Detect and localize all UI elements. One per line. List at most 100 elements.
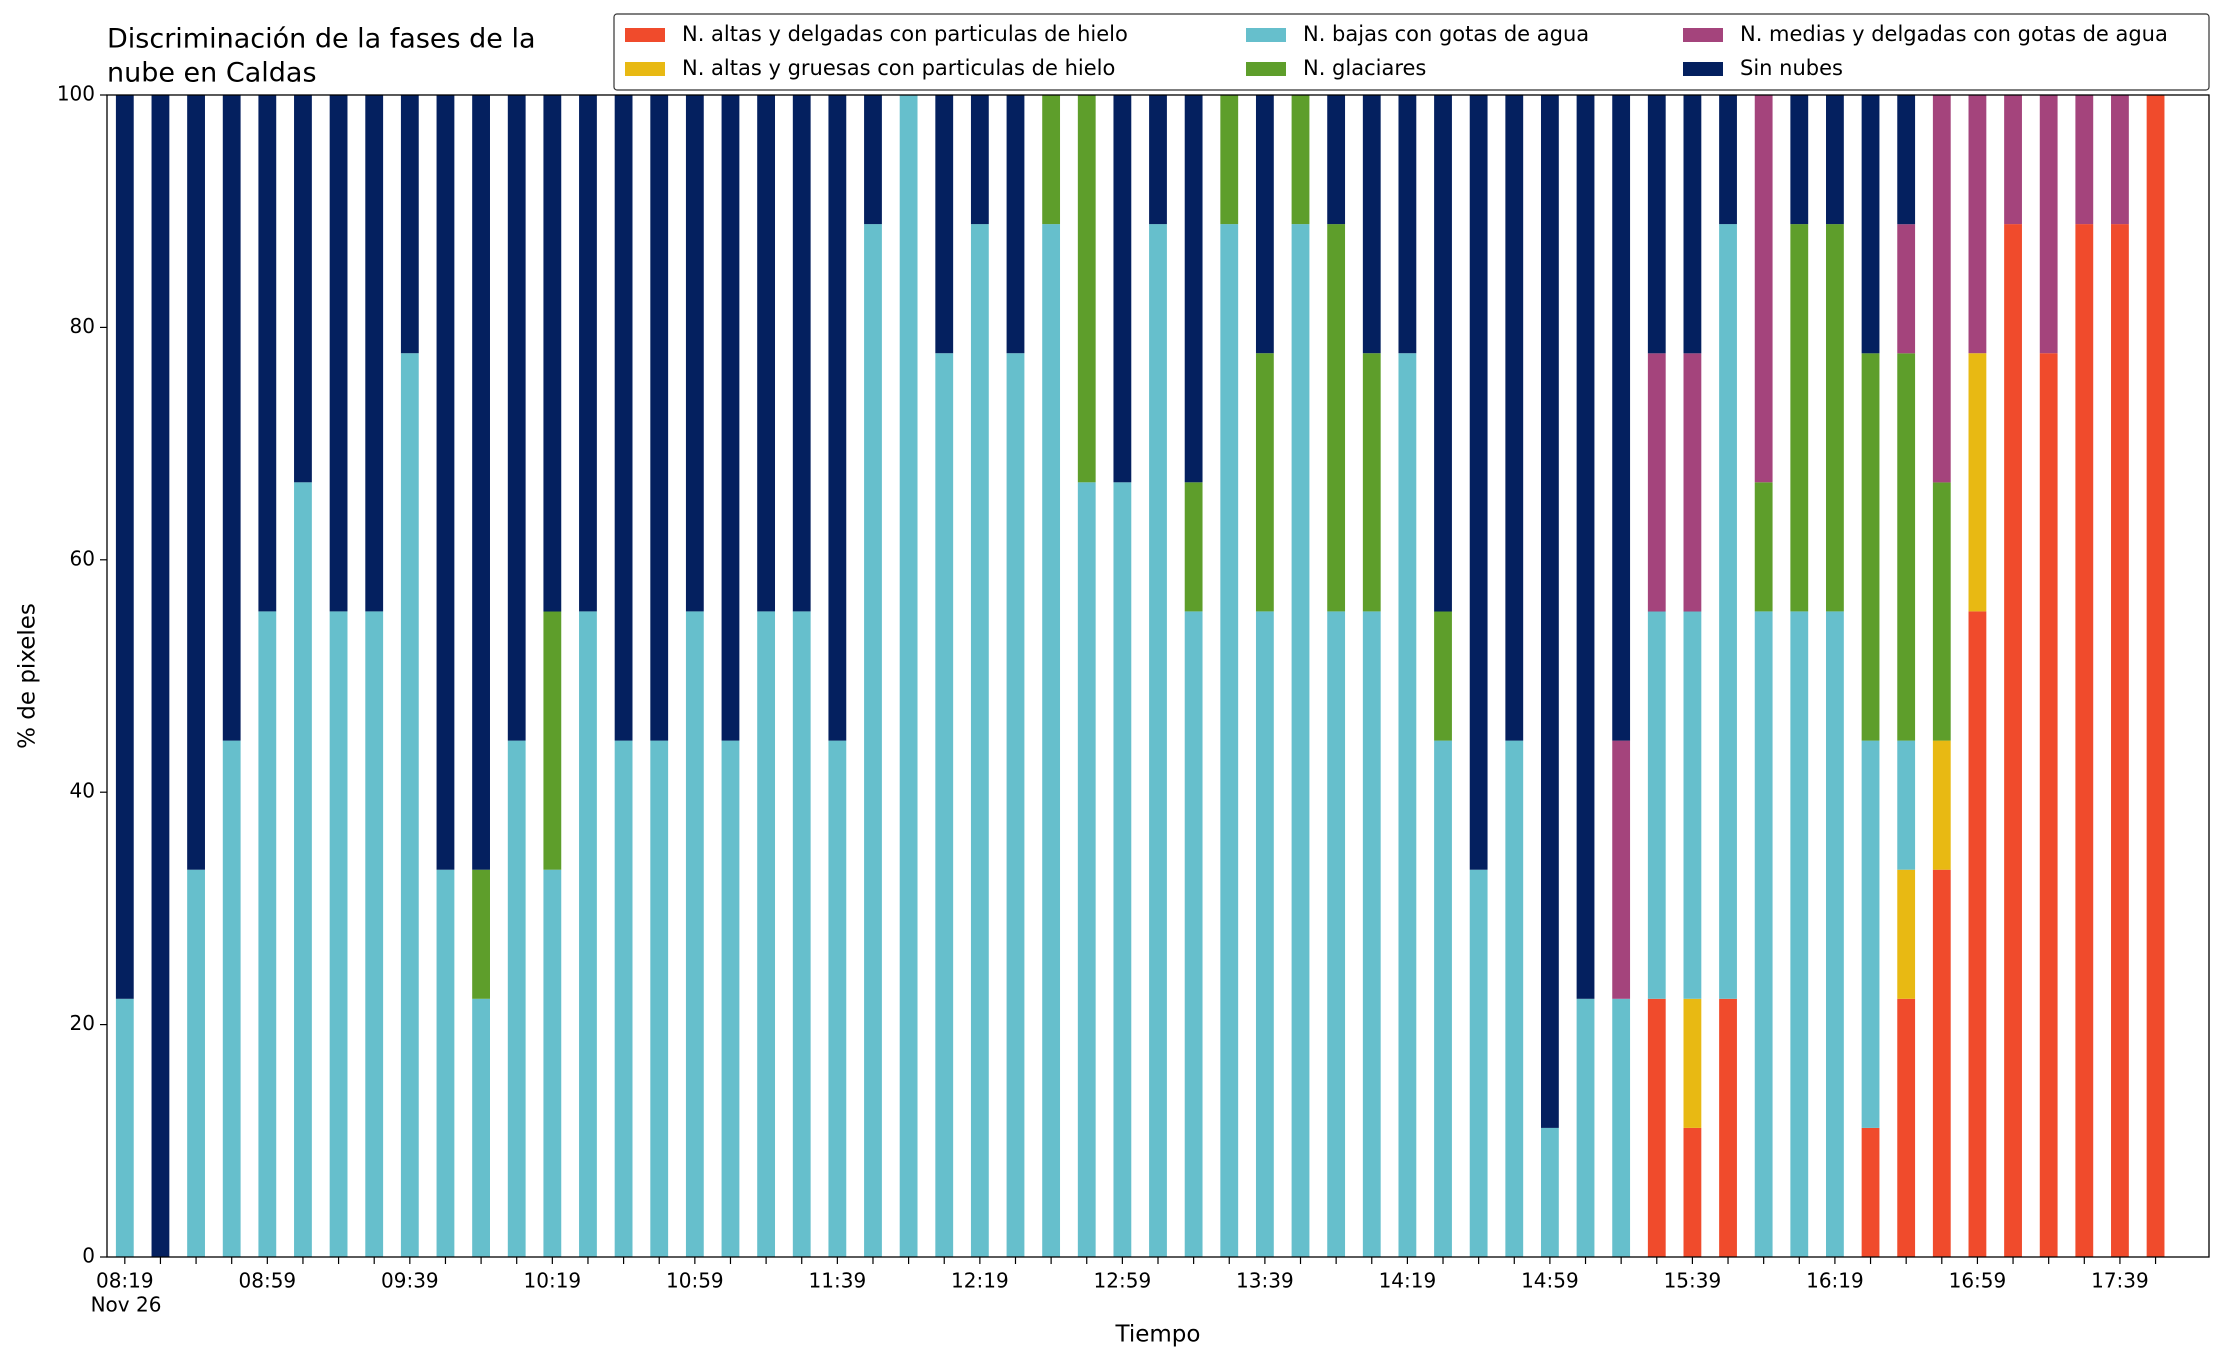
legend-swatch [625,28,665,42]
bar-segment [1647,998,1666,1257]
bar-segment [1754,95,1773,483]
bar-segment [543,611,562,870]
bar-segment [1327,611,1346,1257]
bar-segment [579,611,597,1257]
bar-segment [1683,95,1702,354]
bar-segment [1719,224,1737,999]
bar-segment [1184,611,1203,1257]
bar-segment [650,740,669,1257]
bar-segment [1754,611,1773,1257]
bar-segment [1184,95,1203,483]
bar-segment [1683,1127,1702,1257]
bar-segment [1861,1127,1880,1257]
bar-segment [543,95,562,612]
bar-segment [1861,740,1880,1128]
bar-segment [1398,353,1417,1257]
bar-segment [1113,482,1132,1258]
bar-segment [1077,482,1096,1258]
bar-segment [792,95,811,612]
bar-segment [1754,482,1773,612]
legend-swatch [625,62,665,76]
legend-swatch [1246,62,1286,76]
bar-segment [115,95,134,999]
bar-segment [650,95,669,741]
bar-segment [1897,998,1916,1257]
bar-segment [685,95,704,612]
bar-segment [1540,1127,1559,1257]
bar-segment [1469,869,1488,1257]
bar-segment [1006,353,1025,1257]
bar-segment [1968,353,1987,612]
legend-swatch [1683,62,1723,76]
bar-segment [1861,95,1880,354]
bar-segment [1042,95,1061,225]
bar-segment [970,224,989,1258]
bar-segment [2075,224,2094,1258]
bar-segment [1897,353,1916,741]
legend-label: N. altas y gruesas con particulas de hie… [682,56,1115,80]
x-tick-label: 14:19 [1379,1269,1437,1293]
bar-segment [1719,95,1737,225]
bar-segment [1220,95,1239,225]
bar-segment [258,95,277,612]
y-tick-label: 80 [70,314,95,338]
bar-segment [721,95,740,741]
legend-label: N. altas y delgadas con particulas de hi… [682,22,1128,46]
bar-segment [2146,95,2165,1257]
x-tick-label: 16:19 [1806,1269,1864,1293]
legend-label: N. medias y delgadas con gotas de agua [1740,22,2168,46]
bar-segment [1861,353,1880,741]
bar-segment [1826,95,1844,225]
legend-box [613,13,2210,91]
bar-segment [294,95,312,483]
x-tick-label: 08:59 [239,1269,297,1293]
bar-segment [400,95,419,354]
x-tick-label: 09:39 [381,1269,439,1293]
bar-segment [543,869,562,1257]
bar-segment [2111,224,2129,1258]
bar-segment [1683,611,1702,999]
bar-segment [1434,611,1452,741]
bar-segment [187,869,205,1257]
bar-segment [1897,869,1916,999]
x-tick-label: 12:59 [1094,1269,1152,1293]
bar-segment [1505,740,1524,1257]
bar-segment [1897,95,1916,225]
bar-segment [685,611,704,1257]
bar-segment [400,353,419,1257]
bar-segment [1826,611,1844,1257]
bar-segment [614,95,633,741]
bar-segment [721,740,740,1257]
bar-segment [1576,998,1595,1257]
bar-segment [1897,224,1916,354]
x-tick-label: 17:39 [2091,1269,2149,1293]
bar-segment [1897,740,1916,870]
bar-segment [294,482,312,1258]
bar-segment [1790,224,1809,612]
bar-segment [472,998,490,1257]
x-axis-label: Tiempo [1115,1322,1201,1348]
legend-swatch [1683,28,1723,42]
x-tick-label: 13:39 [1236,1269,1294,1293]
bar-segment [329,611,348,1257]
bar-segment [1932,482,1951,741]
bar-segment [1647,353,1666,612]
bar-segment [1255,611,1274,1257]
bar-segment [935,95,954,354]
bar-segment [1291,224,1310,1258]
bar-segment [472,869,490,999]
bar-segment [1006,95,1025,354]
bar-segment [1184,482,1203,612]
y-tick-label: 0 [82,1244,95,1268]
bar-segment [329,95,348,612]
bar-segment [2004,95,2022,225]
bar-segment [1149,95,1167,225]
bar-segment [1790,611,1809,1257]
bar-segment [1683,353,1702,612]
bar-segment [1255,353,1274,612]
bar-segment [1683,998,1702,1128]
legend-label: N. glaciares [1303,56,1426,80]
bar-segment [899,95,918,1257]
bar-segment [151,95,170,1257]
